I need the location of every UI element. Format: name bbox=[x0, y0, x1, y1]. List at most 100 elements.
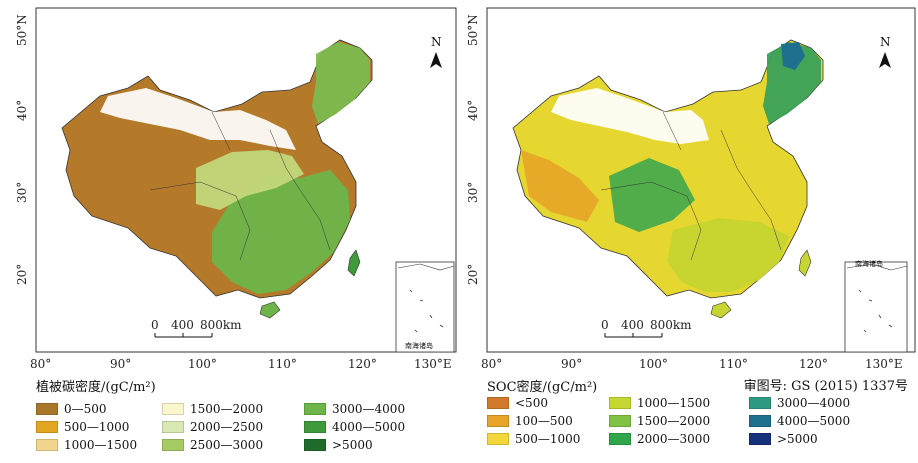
north-label: N bbox=[431, 35, 442, 49]
legend-label: 1500—2000 bbox=[637, 414, 711, 428]
legend-item: 4000—5000 bbox=[304, 420, 405, 434]
lat-label-30: 30° bbox=[466, 182, 480, 203]
legend-item: <500 bbox=[487, 396, 548, 410]
north-arrow-icon bbox=[879, 52, 891, 68]
legend-swatch bbox=[749, 433, 771, 445]
legend-label: 500—1000 bbox=[515, 432, 581, 446]
lon-label-90: 90° bbox=[561, 357, 582, 371]
inset-label: 南海诸岛 bbox=[855, 259, 883, 268]
legend-item: 2000—3000 bbox=[609, 432, 710, 446]
lon-label-110: 110° bbox=[719, 357, 748, 371]
legend-item: 100—500 bbox=[487, 414, 573, 428]
inset-islands bbox=[858, 289, 893, 333]
legend-label: 3000—4000 bbox=[332, 402, 406, 416]
legend-label: 2000—2500 bbox=[190, 420, 264, 434]
legend-item: 0—500 bbox=[36, 402, 107, 416]
lon-label-80: 80° bbox=[481, 357, 502, 371]
legend-label: 1500—2000 bbox=[190, 402, 264, 416]
legend-item: 2500—3000 bbox=[162, 438, 263, 452]
central-green-region bbox=[609, 158, 695, 232]
south-china-sea-inset bbox=[395, 261, 455, 353]
lat-label-40: 40° bbox=[466, 100, 480, 121]
soc-legend: <500 100—500 500—1000 1000—1500 1500—200… bbox=[487, 396, 897, 452]
legend-label: <500 bbox=[515, 396, 548, 410]
northern-bare-region bbox=[100, 88, 296, 150]
lon-label-100: 100° bbox=[188, 357, 217, 371]
legend-swatch bbox=[162, 439, 184, 451]
lat-labels: 50°N 40° 30° 20° bbox=[466, 14, 480, 285]
taiwan-island bbox=[347, 249, 361, 277]
vegetation-map: 南海诸岛 N 0 400 800km 50°N 40° 30° 20° 80° … bbox=[15, 7, 457, 371]
lat-label-40: 40° bbox=[15, 100, 29, 121]
lon-label-120: 120° bbox=[799, 357, 828, 371]
lon-label-120: 120° bbox=[348, 357, 377, 371]
legend-swatch bbox=[609, 397, 631, 409]
legend-swatch bbox=[487, 433, 509, 445]
south-lime-region bbox=[667, 218, 789, 292]
legend-item: 1000—1500 bbox=[36, 438, 137, 452]
soc-legend-title: SOC密度/(gC/m²) bbox=[487, 380, 598, 395]
legend-swatch bbox=[749, 415, 771, 427]
vegetation-legend: 0—500 500—1000 1000—1500 1500—2000 2000—… bbox=[36, 402, 446, 458]
legend-label: 1000—1500 bbox=[637, 396, 711, 410]
scale-tick-400: 400 bbox=[171, 318, 194, 332]
legend-swatch bbox=[36, 403, 58, 415]
legend-swatch bbox=[36, 439, 58, 451]
legend-label: 3000—4000 bbox=[777, 396, 851, 410]
scale-bar: 0 400 800km bbox=[601, 318, 692, 338]
legend-item: 500—1000 bbox=[36, 420, 129, 434]
legend-swatch bbox=[609, 433, 631, 445]
soc-map-panel: 南海诸岛 N 0 400 800km 50°N 40° 30° 20° 80° … bbox=[459, 0, 918, 463]
legend-label: 0—500 bbox=[64, 402, 107, 416]
northeast-dark-region bbox=[781, 42, 805, 70]
legend-label: 4000—5000 bbox=[332, 420, 406, 434]
scale-tick-400: 400 bbox=[621, 318, 644, 332]
taiwan-island bbox=[798, 249, 812, 277]
north-arrow-icon bbox=[430, 52, 442, 68]
lon-label-110: 110° bbox=[268, 357, 297, 371]
northeast-green-region bbox=[312, 42, 370, 124]
legend-label: 1000—1500 bbox=[64, 438, 138, 452]
lon-label-100: 100° bbox=[639, 357, 668, 371]
legend-item: 1500—2000 bbox=[162, 402, 263, 416]
soc-map: 南海诸岛 N 0 400 800km 50°N 40° 30° 20° 80° … bbox=[466, 7, 916, 371]
legend-item: 1500—2000 bbox=[609, 414, 710, 428]
northeast-green-region bbox=[763, 42, 821, 124]
legend-item: 3000—4000 bbox=[749, 396, 850, 410]
province-boundaries bbox=[149, 111, 331, 261]
lon-labels: 80° 90° 100° 110° 120° 130°E bbox=[30, 357, 452, 371]
lat-label-20: 20° bbox=[466, 264, 480, 285]
legend-item: 3000—4000 bbox=[304, 402, 405, 416]
province-boundaries bbox=[600, 111, 782, 261]
scale-tick-0: 0 bbox=[601, 318, 609, 332]
legend-swatch bbox=[304, 439, 326, 451]
legend-label: 500—1000 bbox=[64, 420, 130, 434]
legend-item: >5000 bbox=[304, 438, 373, 452]
legend-label: 2500—3000 bbox=[190, 438, 264, 452]
legend-swatch bbox=[162, 421, 184, 433]
hainan-island bbox=[710, 301, 732, 319]
lat-label-30: 30° bbox=[15, 182, 29, 203]
east-green-region bbox=[212, 170, 350, 294]
west-orange-region bbox=[521, 150, 599, 222]
scale-tick-800: 800km bbox=[200, 318, 242, 332]
vegetation-map-panel: 南海诸岛 N 0 400 800km 50°N 40° 30° 20° 80° … bbox=[15, 7, 457, 458]
legend-label: 100—500 bbox=[515, 414, 573, 428]
legend-swatch bbox=[162, 403, 184, 415]
legend-swatch bbox=[487, 415, 509, 427]
legend-swatch bbox=[304, 403, 326, 415]
lat-label-50: 50°N bbox=[15, 14, 29, 46]
legend-swatch bbox=[749, 397, 771, 409]
legend-item: 2000—2500 bbox=[162, 420, 263, 434]
legend-item: 1000—1500 bbox=[609, 396, 710, 410]
scale-tick-0: 0 bbox=[151, 318, 159, 332]
lon-label-130: 130°E bbox=[414, 357, 452, 371]
vegetation-legend-title: 植被碳密度/(gC/m²) bbox=[36, 380, 156, 395]
northern-bare-region bbox=[551, 88, 709, 144]
lon-label-130: 130°E bbox=[865, 357, 903, 371]
inset-coast bbox=[846, 263, 908, 271]
lat-label-20: 20° bbox=[15, 264, 29, 285]
legend-label: 2000—3000 bbox=[637, 432, 711, 446]
south-china-sea-inset bbox=[844, 261, 908, 353]
scale-tick-800: 800km bbox=[650, 318, 692, 332]
